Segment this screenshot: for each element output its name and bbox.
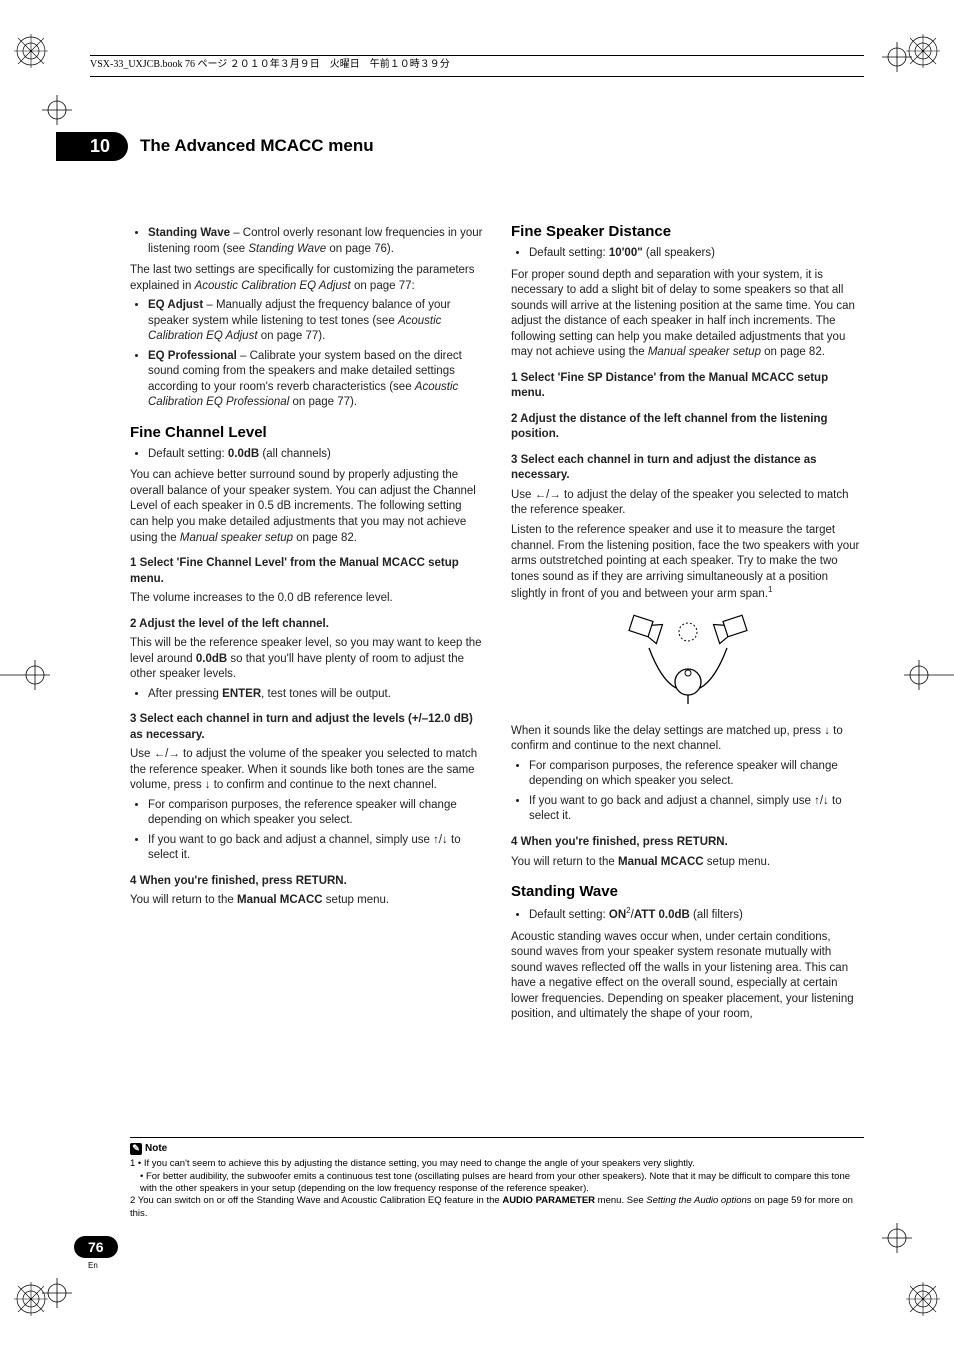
step-heading: 4 When you're finished, press RETURN. — [511, 835, 864, 851]
default-setting: Default setting: ON2/ATT 0.0dB (all filt… — [529, 906, 864, 923]
body-text: You will return to the Manual MCACC setu… — [511, 855, 864, 871]
body-text: The last two settings are specifically f… — [130, 263, 483, 294]
body-text: Use ←/→ to adjust the delay of the speak… — [511, 488, 864, 519]
page-number-badge: 76 — [74, 1236, 118, 1258]
page-language-label: En — [88, 1261, 98, 1270]
section-heading: Fine Speaker Distance — [511, 222, 864, 242]
body-text: This will be the reference speaker level… — [130, 636, 483, 683]
running-header: VSX-33_UXJCB.book 76 ページ ２０１０年３月９日 火曜日 午… — [90, 55, 864, 77]
body-text: Use ←/→ to adjust the volume of the spea… — [130, 747, 483, 794]
right-column: Fine Speaker Distance Default setting: 1… — [511, 222, 864, 1106]
registration-mark-icon — [14, 34, 48, 68]
step-heading: 3 Select each channel in turn and adjust… — [511, 453, 864, 484]
body-text: Acoustic standing waves occur when, unde… — [511, 930, 864, 1023]
step-heading: 3 Select each channel in turn and adjust… — [130, 712, 483, 743]
body-text: The volume increases to the 0.0 dB refer… — [130, 591, 483, 607]
list-item: If you want to go back and adjust a chan… — [148, 833, 483, 864]
crop-mark-icon — [882, 42, 912, 72]
body-text: You will return to the Manual MCACC setu… — [130, 893, 483, 909]
default-setting: Default setting: 10'00" (all speakers) — [529, 246, 864, 262]
step-heading: 2 Adjust the distance of the left channe… — [511, 412, 864, 443]
crop-mark-icon — [882, 1223, 912, 1253]
speaker-listener-diagram — [511, 610, 864, 716]
body-text: For proper sound depth and separation wi… — [511, 268, 864, 361]
list-item: For comparison purposes, the reference s… — [529, 759, 864, 790]
default-setting: Default setting: 0.0dB (all channels) — [148, 447, 483, 463]
crop-mark-icon — [42, 95, 72, 125]
side-crop-mark-icon — [0, 660, 50, 690]
list-item: For comparison purposes, the reference s… — [148, 798, 483, 829]
step-heading: 1 Select 'Fine SP Distance' from the Man… — [511, 371, 864, 402]
left-column: Standing Wave – Control overly resonant … — [130, 222, 483, 1106]
step-heading: 2 Adjust the level of the left channel. — [130, 617, 483, 633]
step-heading: 1 Select 'Fine Channel Level' from the M… — [130, 556, 483, 587]
body-text: You can achieve better surround sound by… — [130, 468, 483, 546]
chapter-number-badge: 10 — [56, 132, 128, 161]
registration-mark-icon — [906, 1282, 940, 1316]
note-icon: ✎Note — [130, 1142, 167, 1155]
side-crop-mark-icon — [904, 660, 954, 690]
footnote-text: • For better audibility, the subwoofer e… — [130, 1171, 864, 1196]
step-heading: 4 When you're finished, press RETURN. — [130, 874, 483, 890]
footnotes: ✎Note 1 • If you can't seem to achieve t… — [130, 1137, 864, 1220]
chapter-title: The Advanced MCACC menu — [140, 136, 374, 156]
list-item: EQ Adjust – Manually adjust the frequenc… — [148, 298, 483, 345]
footnote-text: 2 You can switch on or off the Standing … — [130, 1195, 864, 1220]
list-item: After pressing ENTER, test tones will be… — [148, 687, 483, 703]
list-item: If you want to go back and adjust a chan… — [529, 794, 864, 825]
crop-mark-icon — [42, 1278, 72, 1308]
body-text: Listen to the reference speaker and use … — [511, 523, 864, 602]
body-text: When it sounds like the delay settings a… — [511, 724, 864, 755]
list-item: EQ Professional – Calibrate your system … — [148, 349, 483, 411]
footnote-text: 1 • If you can't seem to achieve this by… — [130, 1158, 864, 1170]
section-heading: Standing Wave — [511, 882, 864, 902]
section-heading: Fine Channel Level — [130, 423, 483, 443]
list-item: Standing Wave – Control overly resonant … — [148, 226, 483, 257]
